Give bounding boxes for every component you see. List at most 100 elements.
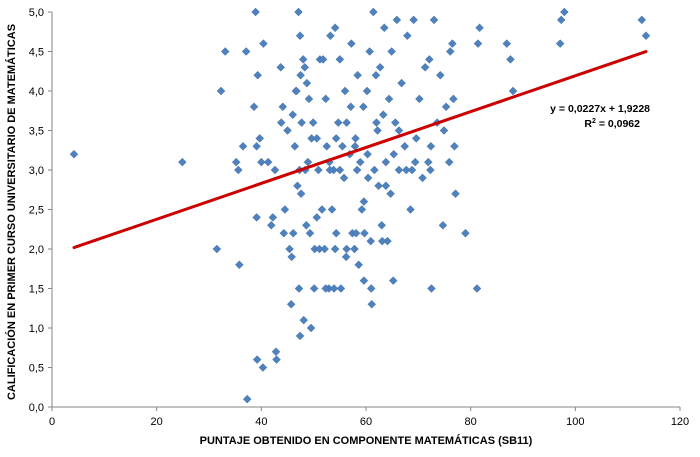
data-point: [231, 157, 241, 167]
trendline-equation: y = 0,0227x + 1,9228: [550, 103, 650, 115]
data-point: [359, 276, 369, 285]
data-point: [377, 221, 386, 230]
data-point: [216, 86, 226, 96]
data-point: [386, 189, 395, 198]
data-point: [377, 236, 387, 246]
data-point: [268, 213, 278, 222]
y-tick-label: 1,0: [29, 323, 44, 335]
data-point: [351, 228, 361, 238]
data-point: [346, 102, 356, 112]
data-point: [342, 118, 351, 127]
data-point: [308, 118, 318, 127]
data-point: [420, 63, 430, 72]
data-point: [409, 15, 418, 25]
data-point: [423, 157, 433, 167]
x-tick-labels: 0 20 40 60 80 100 120: [49, 416, 689, 428]
data-point: [342, 244, 351, 254]
trendline: [72, 50, 648, 250]
x-axis-title: PUNTAJE OBTENIDO EN COMPONENTE MATEMÁTIC…: [200, 434, 533, 447]
data-point: [403, 31, 412, 40]
data-point: [335, 55, 345, 64]
data-point: [362, 86, 372, 96]
data-point: [300, 63, 310, 72]
data-point: [354, 260, 363, 270]
data-point: [560, 7, 569, 17]
data-point: [350, 244, 359, 254]
data-point: [297, 118, 306, 127]
data-point: [318, 55, 328, 64]
data-point: [388, 276, 398, 285]
x-tick-label: 20: [151, 416, 163, 428]
data-point: [299, 315, 309, 325]
data-point: [322, 142, 332, 151]
data-point: [302, 221, 311, 230]
data-point: [506, 55, 515, 64]
data-point: [312, 213, 322, 222]
data-point: [242, 394, 252, 404]
data-point: [374, 181, 383, 191]
data-point: [449, 94, 458, 104]
data-point: [436, 70, 445, 80]
data-point: [321, 94, 330, 104]
data-point: [438, 221, 448, 230]
data-point: [365, 47, 374, 56]
y-tick-label: 2,0: [29, 244, 44, 256]
data-point: [402, 165, 411, 175]
data-point: [257, 157, 266, 167]
data-point: [451, 189, 460, 198]
y-tick-label: 3,0: [29, 165, 44, 177]
data-point: [371, 70, 381, 80]
data-point: [407, 165, 417, 175]
data-point: [410, 157, 420, 167]
data-point: [352, 165, 362, 175]
data-point: [339, 173, 349, 183]
data-point: [292, 86, 301, 96]
data-point: [372, 118, 381, 127]
data-point: [238, 142, 248, 151]
data-point: [427, 284, 436, 293]
x-tick-label: 0: [49, 416, 55, 428]
data-point: [389, 149, 399, 159]
data-point: [295, 31, 305, 40]
data-point: [370, 165, 379, 175]
data-point: [555, 39, 565, 48]
data-point: [367, 300, 377, 309]
data-point: [439, 126, 449, 135]
x-tick-label: 40: [255, 416, 267, 428]
data-point: [304, 94, 314, 104]
trendline-r-squared: R2 = 0,0962: [584, 118, 640, 130]
data-point: [641, 31, 651, 40]
data-point: [327, 205, 337, 214]
data-point: [252, 142, 261, 151]
data-point: [296, 70, 305, 80]
data-point: [314, 165, 323, 175]
data-point: [270, 165, 280, 175]
data-point: [397, 78, 406, 88]
data-point: [378, 110, 388, 119]
data-point: [441, 102, 451, 112]
data-point: [306, 323, 316, 333]
data-point: [341, 252, 351, 262]
data-point: [220, 47, 230, 56]
data-point: [326, 31, 335, 40]
data-point: [380, 23, 389, 33]
data-point: [392, 15, 402, 25]
y-tick-label: 4,5: [29, 47, 44, 59]
y-tick-labels: 0,0 0,5 1,0 1,5 2,0 2,5 3,0 3,5 4,0 4,5 5,0: [29, 7, 44, 414]
data-point: [445, 47, 455, 56]
data-point: [234, 165, 243, 175]
data-point: [309, 284, 319, 293]
data-point: [340, 86, 350, 96]
data-point: [359, 197, 369, 206]
data-point: [335, 165, 345, 175]
data-point: [502, 39, 512, 48]
data-point: [315, 244, 324, 254]
data-point: [295, 331, 305, 341]
data-point: [258, 363, 268, 372]
data-point: [369, 7, 378, 17]
data-point: [366, 236, 375, 246]
data-point: [298, 55, 308, 64]
data-point: [290, 142, 300, 151]
